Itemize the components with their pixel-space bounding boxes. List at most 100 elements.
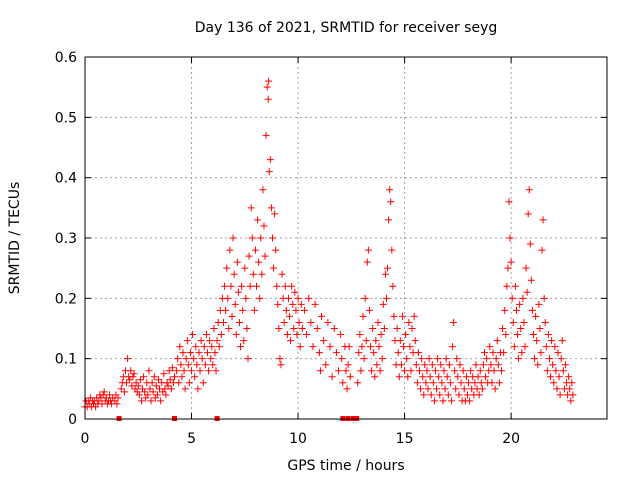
data-point bbox=[502, 331, 510, 339]
data-point bbox=[330, 325, 338, 332]
data-point bbox=[237, 343, 245, 351]
data-point bbox=[168, 364, 176, 372]
data-point bbox=[358, 343, 366, 351]
data-point bbox=[445, 361, 453, 369]
data-point bbox=[332, 349, 340, 357]
data-point bbox=[163, 379, 171, 387]
data-point bbox=[466, 397, 474, 405]
y-tick-label: 0.6 bbox=[55, 50, 77, 66]
data-point bbox=[475, 391, 483, 399]
data-point bbox=[232, 331, 240, 339]
data-point bbox=[221, 282, 229, 290]
data-point bbox=[212, 367, 220, 375]
data-point bbox=[145, 367, 153, 375]
data-point bbox=[305, 294, 313, 302]
data-point bbox=[267, 204, 275, 212]
y-tick-label: 0.3 bbox=[55, 231, 77, 247]
data-point bbox=[443, 373, 451, 381]
data-point bbox=[397, 361, 405, 369]
data-point bbox=[558, 337, 566, 345]
data-point bbox=[303, 331, 311, 339]
data-point bbox=[369, 325, 377, 332]
data-point bbox=[251, 246, 259, 254]
data-point bbox=[209, 361, 217, 369]
data-point bbox=[420, 391, 428, 399]
data-point bbox=[375, 343, 383, 351]
y-tick-label: 0.1 bbox=[55, 352, 77, 368]
data-point bbox=[315, 349, 323, 357]
data-point bbox=[149, 388, 157, 396]
data-point bbox=[422, 379, 430, 387]
data-point bbox=[206, 337, 214, 345]
data-point bbox=[276, 355, 284, 363]
data-point bbox=[506, 234, 514, 242]
data-point bbox=[123, 379, 131, 387]
data-point bbox=[192, 343, 200, 351]
data-point bbox=[226, 246, 234, 254]
data-point bbox=[556, 391, 564, 399]
data-point bbox=[495, 379, 503, 387]
data-point bbox=[164, 382, 172, 390]
data-point bbox=[320, 337, 328, 345]
data-point bbox=[557, 355, 565, 363]
y-tick-label: 0.4 bbox=[55, 171, 77, 187]
data-point bbox=[289, 300, 297, 308]
data-point bbox=[482, 373, 490, 381]
data-point bbox=[255, 258, 263, 266]
data-point bbox=[462, 373, 470, 381]
data-point bbox=[410, 312, 418, 320]
data-point bbox=[359, 312, 367, 320]
data-point bbox=[260, 222, 268, 230]
data-point bbox=[155, 376, 163, 384]
data-point bbox=[402, 331, 410, 339]
data-point bbox=[440, 367, 448, 375]
data-point bbox=[566, 385, 574, 393]
data-point bbox=[565, 373, 573, 381]
y-axis-title: SRMTID / TECUs bbox=[7, 182, 23, 295]
data-point bbox=[538, 246, 546, 254]
data-point bbox=[536, 325, 544, 332]
data-point bbox=[229, 234, 237, 242]
data-point bbox=[239, 306, 247, 314]
data-point bbox=[540, 294, 548, 302]
data-point bbox=[249, 270, 257, 278]
data-point bbox=[233, 258, 241, 266]
tick-labels: 0 0.1 0.2 0.3 0.4 0.5 0.6 0 5 10 15 20 bbox=[55, 50, 520, 447]
data-point bbox=[404, 373, 412, 381]
data-point bbox=[147, 397, 155, 405]
data-point bbox=[457, 379, 465, 387]
data-point bbox=[493, 337, 501, 345]
data-point bbox=[199, 379, 207, 387]
data-point bbox=[258, 270, 266, 278]
data-point bbox=[184, 361, 192, 369]
data-point bbox=[360, 355, 368, 363]
data-point bbox=[430, 397, 438, 405]
data-point bbox=[459, 367, 467, 375]
data-point bbox=[356, 331, 364, 339]
data-point bbox=[498, 367, 506, 375]
data-point bbox=[291, 288, 299, 296]
data-point bbox=[281, 282, 289, 290]
data-point bbox=[282, 306, 290, 314]
data-point bbox=[447, 397, 455, 405]
data-point bbox=[247, 204, 255, 212]
data-point bbox=[124, 355, 132, 363]
data-point bbox=[494, 361, 502, 369]
data-point bbox=[141, 388, 149, 396]
data-point bbox=[371, 373, 379, 381]
data-point bbox=[548, 337, 556, 345]
data-point bbox=[554, 349, 562, 357]
data-point bbox=[476, 367, 484, 375]
data-point bbox=[99, 391, 107, 399]
data-point bbox=[271, 210, 279, 218]
data-point bbox=[500, 349, 508, 357]
data-point bbox=[256, 294, 264, 302]
x-tick-label: 0 bbox=[81, 431, 90, 447]
data-point bbox=[354, 379, 362, 387]
data-point bbox=[287, 337, 295, 345]
data-point bbox=[196, 367, 204, 375]
data-point bbox=[361, 294, 369, 302]
data-point bbox=[520, 318, 528, 326]
data-point bbox=[477, 379, 485, 387]
